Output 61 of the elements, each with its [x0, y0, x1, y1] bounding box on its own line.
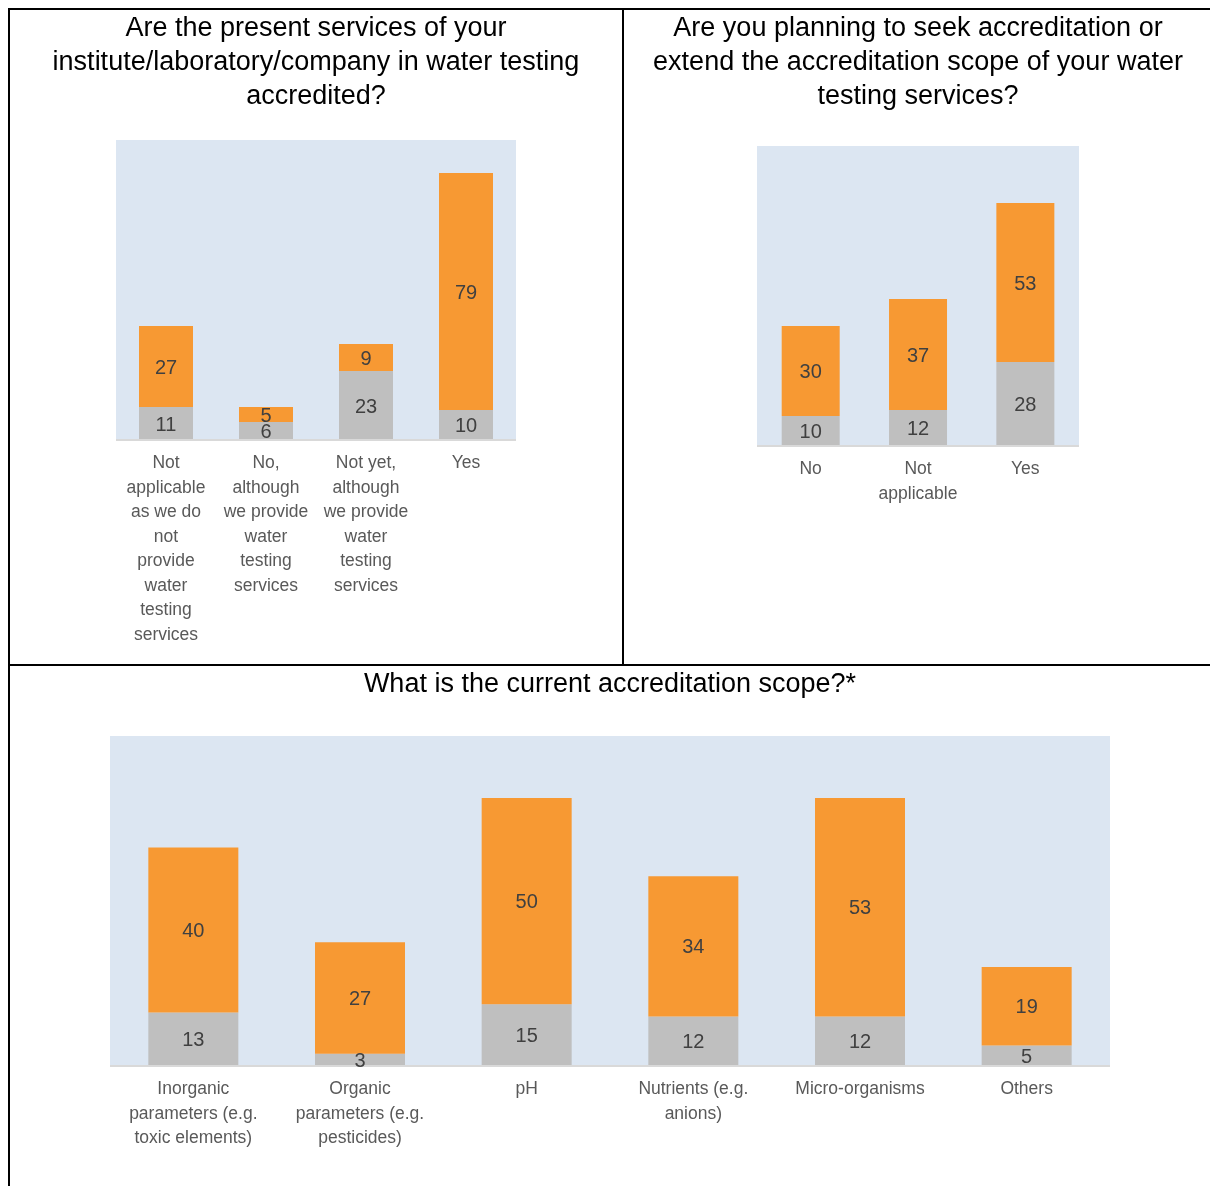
data-label: 19 [1015, 995, 1038, 1018]
data-label: 27 [154, 355, 178, 378]
bar [781, 326, 840, 416]
bar [981, 1045, 1072, 1066]
bar [148, 847, 239, 1013]
bar [996, 203, 1055, 362]
bar [315, 942, 405, 1054]
data-label: 30 [799, 360, 822, 383]
data-label: 12 [906, 417, 930, 440]
data-label: 11 [155, 412, 177, 435]
data-label: 23 [354, 394, 378, 417]
bar [339, 371, 393, 440]
data-label: 10 [454, 414, 478, 437]
bar [996, 362, 1055, 446]
x-tick-label: Yes [1011, 458, 1040, 478]
data-label: 40 [182, 918, 205, 941]
data-label: 53 [1014, 271, 1037, 294]
x-tick-label: Not applicable [878, 458, 958, 503]
bar [815, 797, 905, 1017]
bar [648, 1016, 739, 1066]
bar [481, 797, 572, 1005]
data-label: 79 [454, 280, 478, 303]
x-tick-label: No [799, 458, 822, 478]
x-tick-label: Inorganic parameters (e.g. toxic elements) [129, 1078, 258, 1147]
bar [889, 410, 948, 446]
x-tick-label: Micro-organisms [795, 1078, 925, 1098]
x-tick-label: Organic parameters (e.g. pesticides) [295, 1078, 425, 1147]
bar [148, 1012, 239, 1066]
data-label: 9 [360, 346, 372, 369]
bar [339, 344, 393, 371]
bar [815, 1016, 905, 1066]
data-label: 28 [1014, 393, 1037, 416]
bar [481, 1004, 572, 1066]
x-tick-label: Not applicable as we do not provide water testing services [126, 452, 206, 644]
data-label: 27 [348, 987, 372, 1010]
chart-title: What is the current accreditation scope?* [362, 667, 858, 700]
bar [439, 173, 493, 410]
data-label: 37 [906, 343, 930, 366]
data-label: 12 [848, 1030, 872, 1053]
data-label: 13 [182, 1028, 205, 1051]
data-label: 50 [515, 890, 538, 913]
x-tick-label: No, although we provide water testing services [222, 452, 309, 595]
bar [648, 876, 739, 1017]
data-label: 3 [354, 1048, 366, 1071]
x-tick-label: Nutrients (e.g. anions) [638, 1078, 749, 1123]
data-label: 15 [515, 1024, 538, 1047]
bar [889, 299, 948, 410]
x-tick-label: Others [1000, 1078, 1054, 1098]
bar [139, 407, 193, 440]
bar [139, 326, 193, 407]
data-label: 12 [682, 1030, 705, 1053]
x-tick-label: Yes [451, 452, 481, 472]
data-label: 34 [682, 935, 705, 958]
data-label: 5 [1021, 1044, 1033, 1067]
data-label: 53 [848, 896, 872, 919]
chart-title: Are you planning to seek accreditation or extend the accreditation scope of your water testing services? [652, 11, 1184, 112]
bar [981, 967, 1072, 1046]
data-label: 10 [799, 420, 822, 443]
chart-title: Are the present services of your institute/laboratory/company in water testing accredited? [51, 11, 581, 112]
x-tick-label: Not yet, although we provide water testing services [322, 452, 409, 595]
x-tick-label: pH [515, 1078, 538, 1098]
